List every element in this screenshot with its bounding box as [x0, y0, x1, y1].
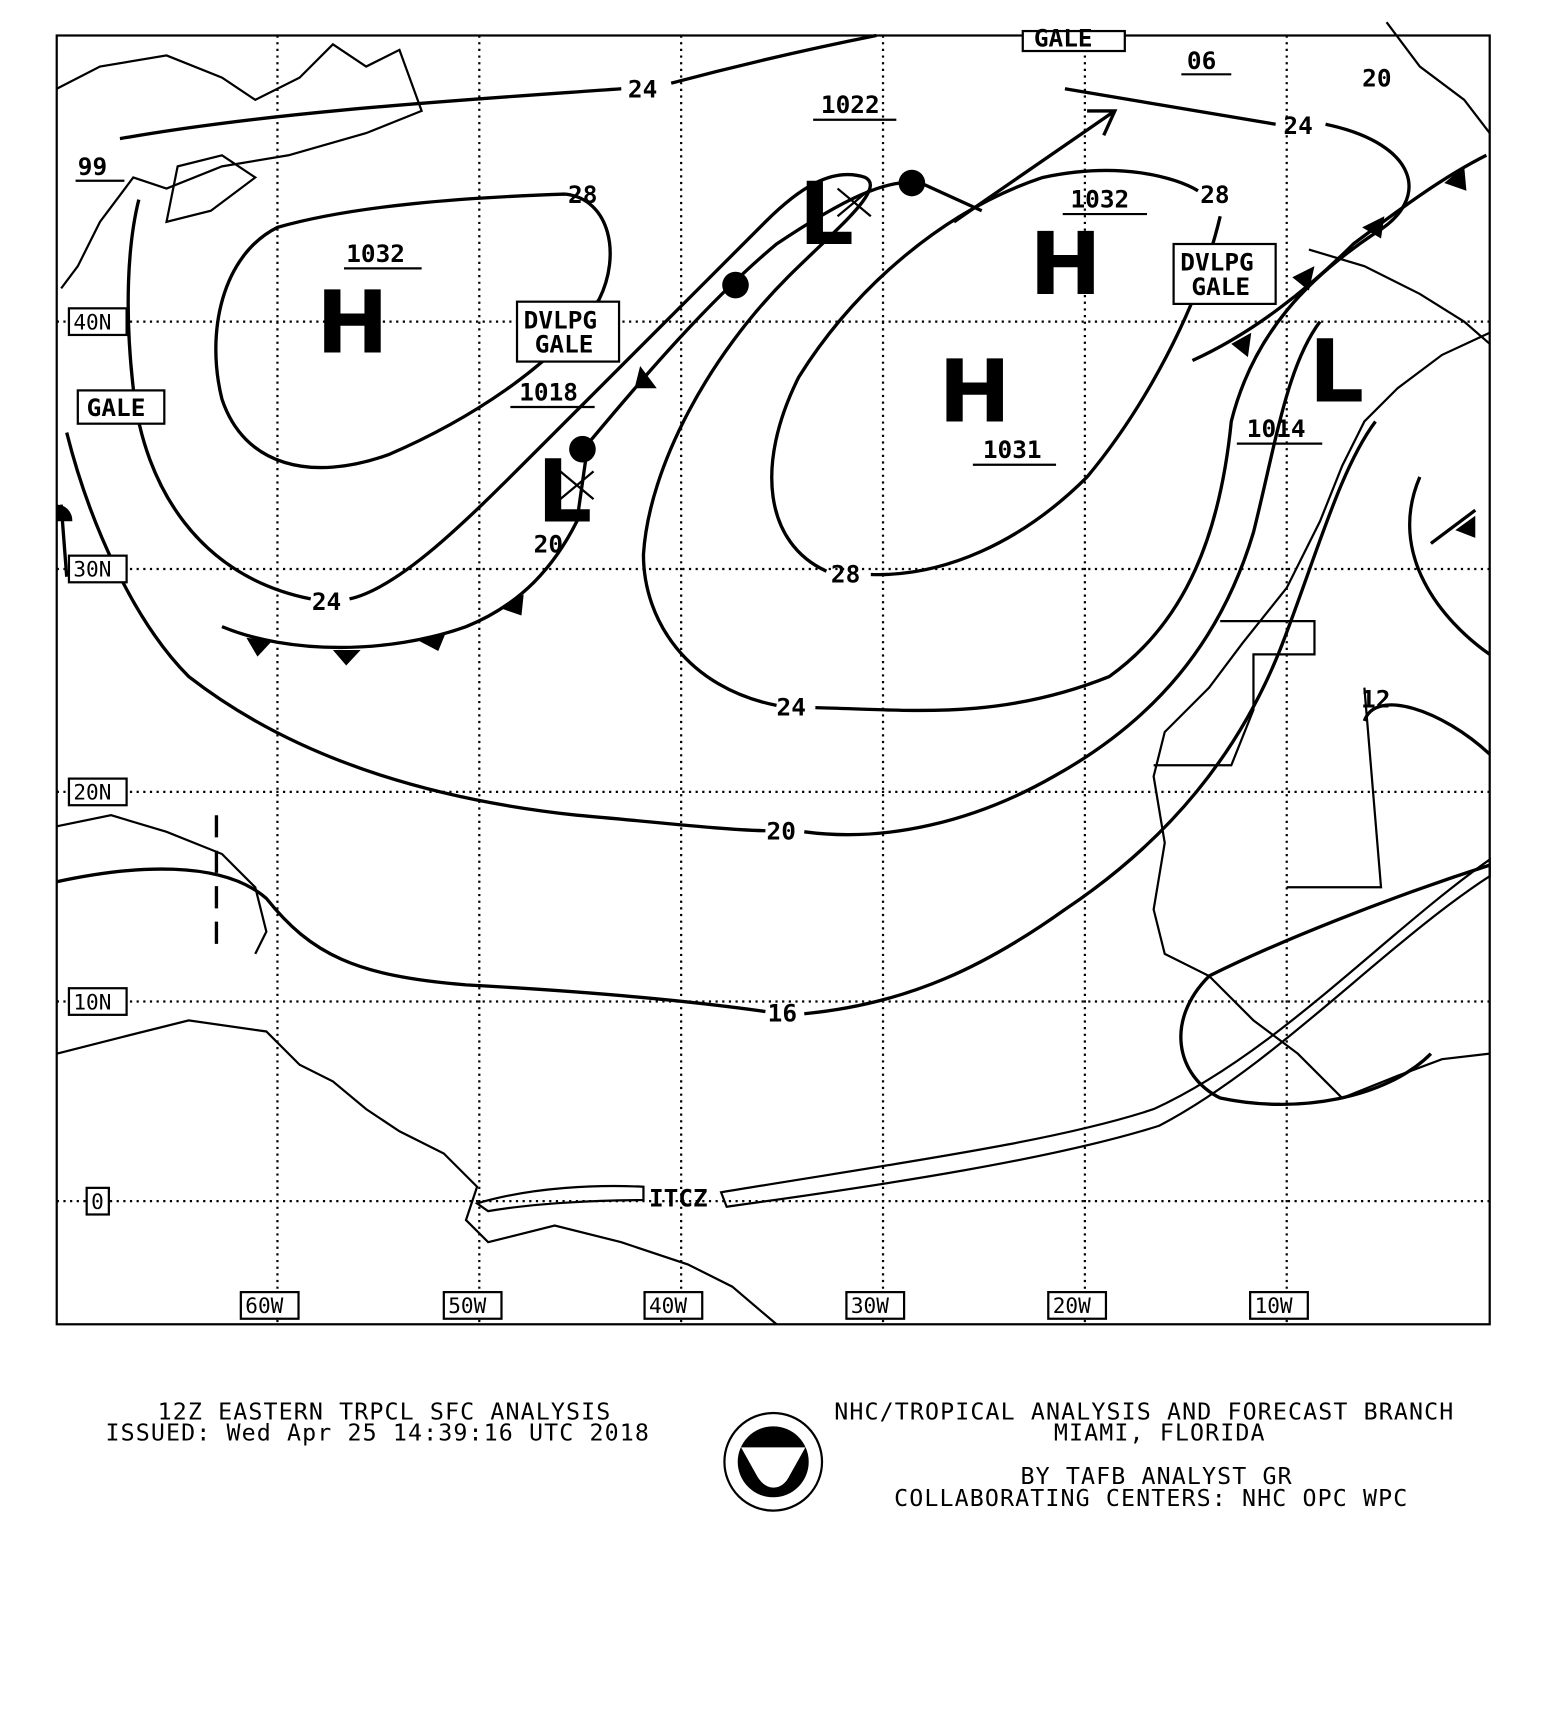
- noaa-logo-text: NOAA: [755, 1435, 791, 1448]
- isobar-label: 24: [777, 692, 806, 721]
- lat-label: 10N: [73, 989, 111, 1014]
- pressure-value: 1022: [821, 90, 880, 119]
- developing-gale-warning: DVLPG: [524, 305, 597, 334]
- isobar-label: 12: [1361, 685, 1390, 714]
- isobar-label: 20: [767, 817, 796, 846]
- agency: NHC/TROPICAL ANALYSIS AND FORECAST BRANC…: [834, 1399, 1454, 1426]
- motion-arrow: [953, 109, 1118, 224]
- collaborating-centers: COLLABORATING CENTERS: NHC OPC WPC: [894, 1485, 1408, 1512]
- lon-label: 20W: [1053, 1293, 1091, 1318]
- high-center: H: [938, 342, 1010, 442]
- lat-labels: 40N 30N 20N 10N 0: [67, 307, 128, 1216]
- stationary-front: [1191, 153, 1488, 362]
- isobar-label: 28: [831, 559, 860, 588]
- isobar-label: 20: [1362, 64, 1391, 93]
- itcz-label: ITCZ: [649, 1184, 708, 1213]
- analyst: BY TAFB ANALYST GR: [1021, 1463, 1293, 1490]
- lon-label: 60W: [245, 1293, 283, 1318]
- isobar-label: 28: [1200, 180, 1229, 209]
- isobar-label: 28: [568, 180, 597, 209]
- chart-title: 12Z EASTERN TRPCL SFC ANALYSIS: [158, 1399, 612, 1426]
- lat-label: 20N: [73, 780, 111, 805]
- gale-warning: GALE: [1034, 24, 1093, 53]
- developing-gale-warning: DVLPG: [1180, 248, 1253, 277]
- cold-front: [221, 443, 590, 650]
- developing-gale-warning-line2: GALE: [535, 330, 594, 359]
- high-center: H: [1029, 215, 1101, 315]
- isobar-label: 20: [534, 529, 563, 558]
- isobar-labels: 24 28 24 28 28 20 24 24 20 16 12 20 99 0…: [75, 46, 1392, 1027]
- itcz: ITCZ: [474, 857, 1491, 1213]
- lat-label: 40N: [73, 309, 111, 334]
- cold-front-triangle: [246, 637, 272, 657]
- location: MIAMI, FLORIDA: [1054, 1420, 1266, 1447]
- coastlines: [56, 21, 1491, 1326]
- pressure-value: 1018: [519, 377, 578, 406]
- warning-boxes: GALE DVLPG GALE DVLPG GALE GALE: [76, 24, 1277, 425]
- high-center: H: [316, 274, 388, 374]
- isobar-label: 06: [1187, 46, 1216, 75]
- lat-lon-grid: [56, 35, 1490, 1325]
- lon-label: 10W: [1255, 1293, 1293, 1318]
- pressure-value: 1032: [346, 239, 405, 268]
- lat-label: 30N: [73, 557, 111, 582]
- isobar-label: 99: [78, 152, 107, 181]
- isobar-label: 24: [312, 587, 341, 616]
- pressure-value: 1032: [1070, 184, 1129, 213]
- isobar-label: 24: [628, 75, 657, 104]
- pressure-value: 1031: [983, 435, 1042, 464]
- developing-gale-warning-line2: GALE: [1191, 272, 1250, 301]
- gale-warning: GALE: [87, 393, 146, 422]
- lon-labels: 60W 50W 40W 30W 20W 10W: [239, 1291, 1309, 1320]
- footer: 12Z EASTERN TRPCL SFC ANALYSIS ISSUED: W…: [106, 1399, 1454, 1513]
- low-center: L: [1309, 322, 1364, 422]
- lon-label: 30W: [851, 1293, 889, 1318]
- isobar-label: 24: [1283, 111, 1312, 140]
- lon-label: 50W: [448, 1293, 486, 1318]
- lat-label: 0: [91, 1189, 104, 1214]
- issued-time: ISSUED: Wed Apr 25 14:39:16 UTC 2018: [106, 1420, 651, 1447]
- lon-label: 40W: [649, 1293, 687, 1318]
- low-center: L: [537, 442, 592, 542]
- pressure-value: 1014: [1247, 414, 1306, 443]
- fronts: [56, 109, 1488, 954]
- low-center: L: [799, 165, 854, 265]
- isobar-label: 16: [768, 998, 797, 1027]
- noaa-logo: NOAA: [723, 1411, 824, 1512]
- pressure-centers: H 1032 L 1018 L 1022 H 1032 H 1031 L 101…: [316, 90, 1364, 542]
